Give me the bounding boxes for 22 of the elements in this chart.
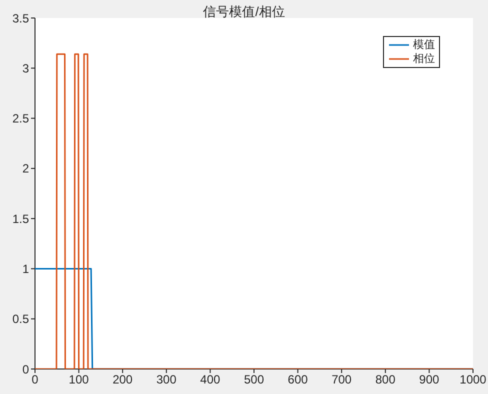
x-tick-label: 200: [112, 372, 133, 387]
y-tick-label: 1.5: [12, 212, 30, 226]
chart-title: 信号模值/相位: [203, 4, 285, 19]
y-tick-label: 1: [22, 262, 30, 276]
y-tick-label: 3: [22, 61, 30, 76]
x-tick-label: 300: [156, 372, 177, 387]
x-tick-label: 600: [288, 372, 308, 387]
y-tick-label: 2: [22, 162, 30, 176]
x-tick-label: 500: [244, 372, 264, 387]
x-tick-label: 0: [32, 372, 39, 387]
y-tick-label: 0.5: [12, 312, 30, 326]
legend-label: 模值: [413, 38, 435, 52]
x-tick-label: 1000: [460, 372, 487, 387]
x-tick-label: 900: [419, 372, 440, 387]
x-tick-label: 800: [375, 372, 396, 387]
legend-label: 相位: [413, 52, 435, 66]
y-tick-label: 2.5: [12, 112, 30, 126]
x-tick-label: 100: [68, 372, 90, 387]
y-tick-label: 0: [22, 362, 30, 376]
y-tick-label: 3.5: [12, 11, 30, 26]
x-tick-label: 700: [332, 372, 352, 387]
x-tick-label: 400: [200, 372, 221, 387]
